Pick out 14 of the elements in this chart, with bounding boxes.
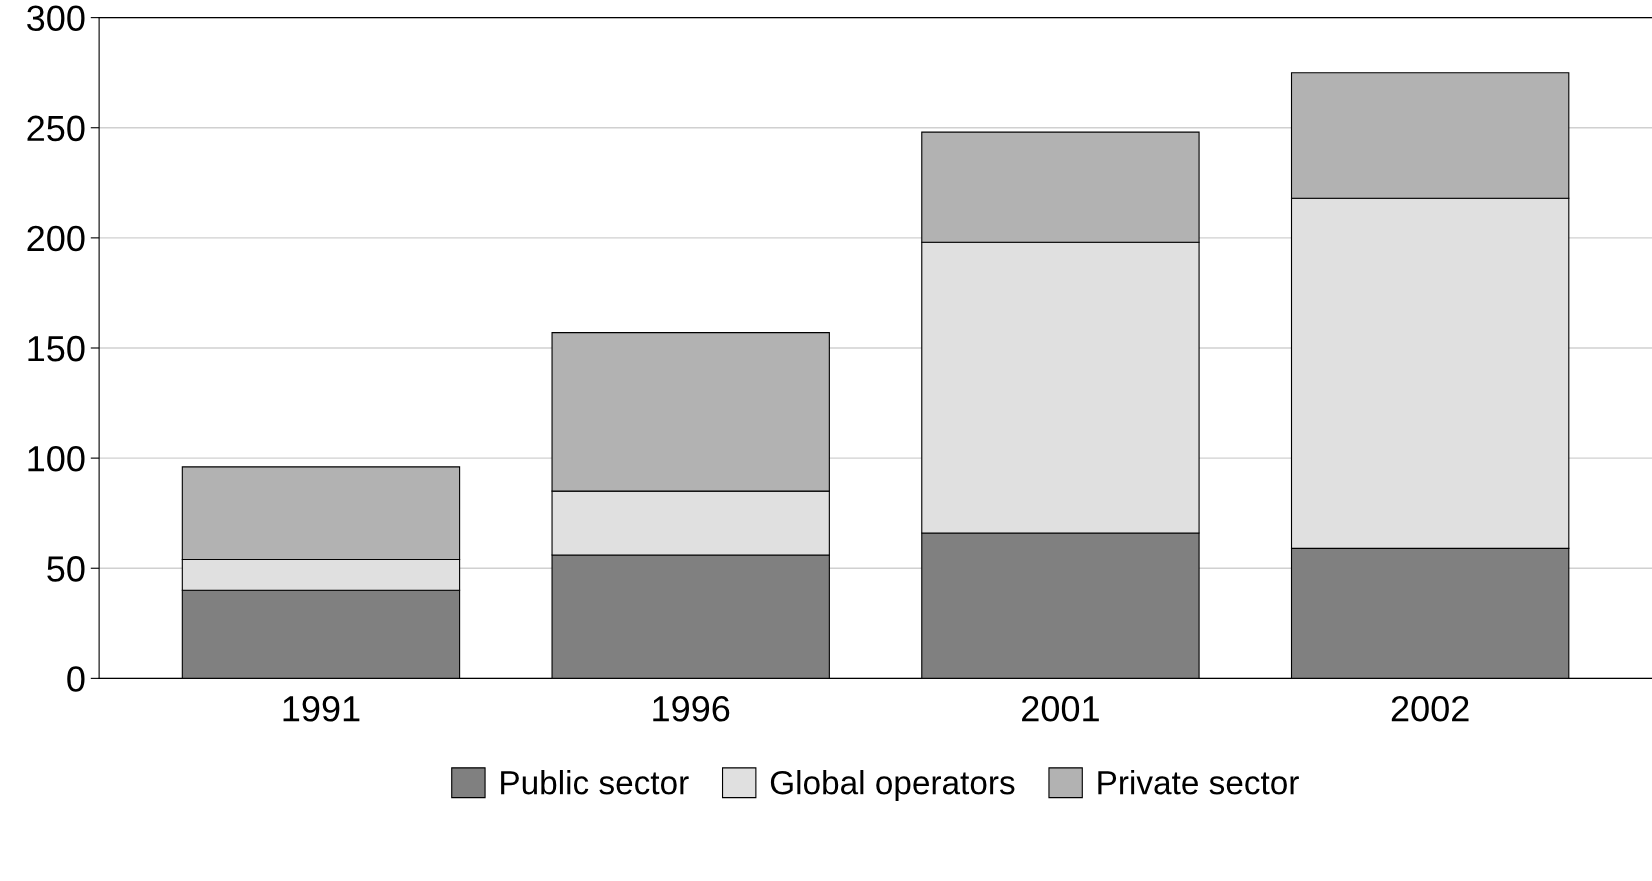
x-tick-label: 2001 xyxy=(1022,695,1099,722)
y-tick-label: 250 xyxy=(27,115,85,142)
y-tick-label: 200 xyxy=(27,225,85,252)
x-tick-label: 1996 xyxy=(653,695,730,722)
y-tick-label: 300 xyxy=(27,5,85,32)
legend-label: Private sector xyxy=(1098,770,1299,795)
y-tick-label: 50 xyxy=(47,556,85,582)
y-tick-label: 100 xyxy=(28,445,85,472)
y-tick-label: 0 xyxy=(67,666,85,692)
legend-label: Global operators xyxy=(770,770,1015,802)
legend-label: Public sector xyxy=(501,770,689,795)
x-tick-label: 2002 xyxy=(1391,695,1469,722)
y-tick-label: 150 xyxy=(28,335,85,362)
x-tick-label: 1991 xyxy=(283,695,360,722)
